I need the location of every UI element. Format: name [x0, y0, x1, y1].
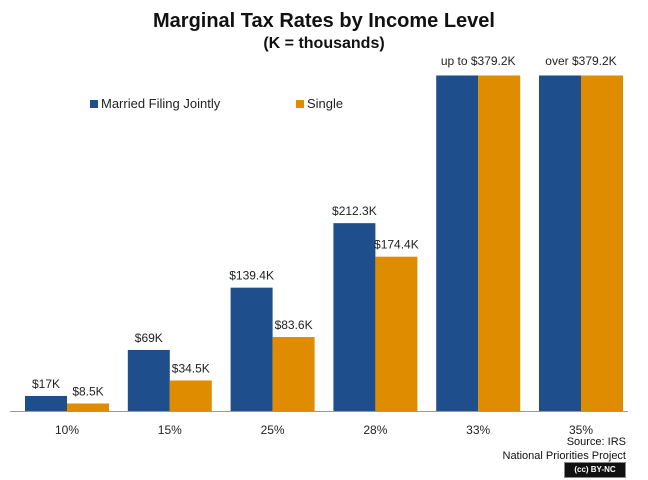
- source-label: Source: IRS: [566, 436, 626, 448]
- x-tick-label: 10%: [55, 423, 79, 437]
- bar-married-35%: [539, 75, 581, 412]
- chart-title: Marginal Tax Rates by Income Level: [153, 10, 495, 32]
- legend-swatch-1: [296, 100, 304, 108]
- bar-married-25%: [230, 287, 273, 411]
- license-text: BY-NC: [590, 465, 616, 474]
- x-tick-label: 35%: [569, 423, 593, 437]
- bar-single-33%: [478, 75, 521, 412]
- data-label: $212.3K: [332, 204, 377, 218]
- bar-single-10%: [67, 403, 109, 411]
- x-tick-label: 28%: [363, 423, 387, 437]
- bar-married-33%: [436, 75, 479, 412]
- data-label: $174.4K: [374, 238, 419, 252]
- source-org-label: National Priorities Project: [502, 450, 627, 462]
- bar-married-15%: [127, 349, 170, 411]
- bar-single-35%: [581, 75, 623, 412]
- license-badge: (cc) BY-NC: [564, 462, 626, 478]
- data-label: $17K: [32, 377, 60, 391]
- x-tick-label: 25%: [261, 423, 285, 437]
- group-label: up to $379.2K: [441, 54, 516, 68]
- data-label: $69K: [135, 331, 163, 345]
- chart-subtitle: (K = thousands): [263, 35, 385, 52]
- legend-label: Married Filing Jointly: [101, 96, 221, 111]
- group-label: over $379.2K: [545, 54, 616, 68]
- bar-single-25%: [272, 337, 315, 411]
- data-label: $8.5K: [72, 384, 103, 398]
- data-label: $34.5K: [172, 361, 210, 375]
- bar-married-10%: [25, 395, 67, 411]
- data-label: $139.4K: [229, 269, 274, 283]
- bar-single-28%: [375, 256, 418, 411]
- data-label: $83.6K: [275, 318, 313, 332]
- legend-swatch-0: [90, 100, 98, 108]
- bar-single-15%: [169, 380, 212, 411]
- legend-label: Single: [307, 96, 343, 111]
- x-tick-label: 15%: [158, 423, 182, 437]
- x-tick-label: 33%: [466, 423, 490, 437]
- bar-married-28%: [333, 223, 376, 411]
